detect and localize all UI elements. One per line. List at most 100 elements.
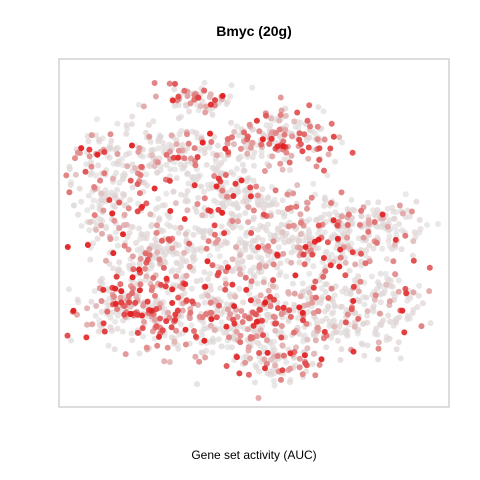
data-point bbox=[298, 219, 304, 226]
data-point bbox=[313, 294, 319, 301]
data-point bbox=[299, 148, 306, 155]
data-point bbox=[144, 256, 151, 263]
data-point bbox=[201, 337, 208, 344]
data-point bbox=[279, 367, 286, 374]
data-point bbox=[276, 117, 283, 124]
data-point bbox=[227, 311, 234, 317]
data-point bbox=[203, 161, 210, 168]
data-point bbox=[329, 235, 335, 242]
data-point bbox=[355, 235, 362, 242]
data-point bbox=[111, 204, 118, 210]
data-point bbox=[408, 208, 415, 215]
data-point bbox=[199, 139, 206, 146]
data-point bbox=[375, 199, 382, 206]
data-point bbox=[184, 145, 191, 152]
data-point bbox=[274, 143, 281, 150]
data-point bbox=[190, 231, 197, 238]
data-point bbox=[272, 187, 279, 194]
data-point bbox=[129, 224, 136, 231]
data-point bbox=[95, 162, 102, 169]
data-point bbox=[318, 356, 325, 363]
data-point bbox=[390, 258, 397, 265]
data-point bbox=[372, 292, 379, 299]
data-point bbox=[251, 162, 257, 169]
data-point bbox=[290, 222, 297, 229]
data-point bbox=[337, 254, 344, 261]
data-point bbox=[279, 166, 286, 173]
data-point bbox=[128, 121, 135, 128]
data-point bbox=[297, 245, 304, 251]
data-point bbox=[284, 191, 291, 198]
data-point bbox=[296, 130, 303, 137]
data-point bbox=[363, 294, 370, 301]
data-point bbox=[140, 302, 147, 309]
data-point bbox=[213, 314, 220, 321]
data-point bbox=[264, 349, 271, 356]
data-point bbox=[108, 138, 115, 144]
data-point bbox=[403, 290, 410, 297]
data-point bbox=[225, 306, 231, 313]
data-point bbox=[215, 236, 221, 243]
data-point bbox=[212, 97, 218, 104]
data-point bbox=[271, 378, 277, 384]
data-point bbox=[197, 103, 204, 110]
data-point bbox=[278, 107, 285, 114]
data-point bbox=[94, 116, 100, 123]
data-point bbox=[238, 308, 245, 314]
data-point bbox=[125, 246, 132, 253]
data-point bbox=[263, 122, 270, 129]
data-point bbox=[313, 217, 319, 223]
data-point bbox=[242, 242, 249, 248]
data-point bbox=[312, 337, 319, 344]
data-point bbox=[248, 254, 255, 261]
data-point bbox=[97, 278, 104, 285]
data-point bbox=[128, 142, 135, 149]
data-point bbox=[132, 299, 139, 306]
data-point bbox=[152, 292, 158, 299]
data-point bbox=[228, 169, 234, 176]
data-point bbox=[168, 324, 175, 331]
data-point bbox=[154, 249, 161, 256]
data-point bbox=[95, 328, 102, 335]
data-point bbox=[395, 277, 402, 284]
data-point bbox=[202, 283, 209, 290]
data-point bbox=[322, 289, 329, 295]
data-point bbox=[251, 273, 258, 280]
data-point bbox=[244, 150, 251, 157]
data-point bbox=[427, 320, 434, 327]
data-point bbox=[191, 328, 197, 334]
data-point bbox=[213, 152, 220, 159]
data-point bbox=[185, 180, 192, 187]
data-point bbox=[166, 80, 173, 87]
data-point bbox=[196, 358, 203, 365]
data-point bbox=[291, 301, 298, 308]
data-point bbox=[418, 323, 425, 330]
data-point bbox=[224, 140, 231, 147]
data-point bbox=[379, 245, 386, 252]
data-point bbox=[239, 319, 246, 325]
data-point bbox=[209, 111, 216, 118]
data-point bbox=[98, 190, 105, 197]
data-point bbox=[294, 182, 301, 189]
data-point bbox=[378, 290, 385, 297]
data-point bbox=[395, 288, 402, 295]
data-point bbox=[97, 177, 104, 184]
data-point bbox=[266, 162, 273, 169]
data-point bbox=[115, 158, 122, 165]
data-point bbox=[87, 171, 94, 178]
data-point bbox=[378, 322, 385, 329]
data-point bbox=[221, 238, 228, 245]
data-point bbox=[235, 189, 242, 196]
data-point bbox=[387, 318, 393, 325]
data-point bbox=[417, 226, 424, 232]
data-point bbox=[179, 141, 186, 148]
data-point bbox=[361, 301, 368, 308]
data-point bbox=[137, 172, 144, 178]
data-point bbox=[211, 133, 218, 140]
data-point bbox=[182, 162, 188, 169]
data-point bbox=[223, 101, 230, 107]
data-point bbox=[251, 379, 258, 386]
data-point bbox=[330, 309, 337, 316]
data-point bbox=[177, 224, 184, 231]
data-point bbox=[239, 258, 246, 264]
